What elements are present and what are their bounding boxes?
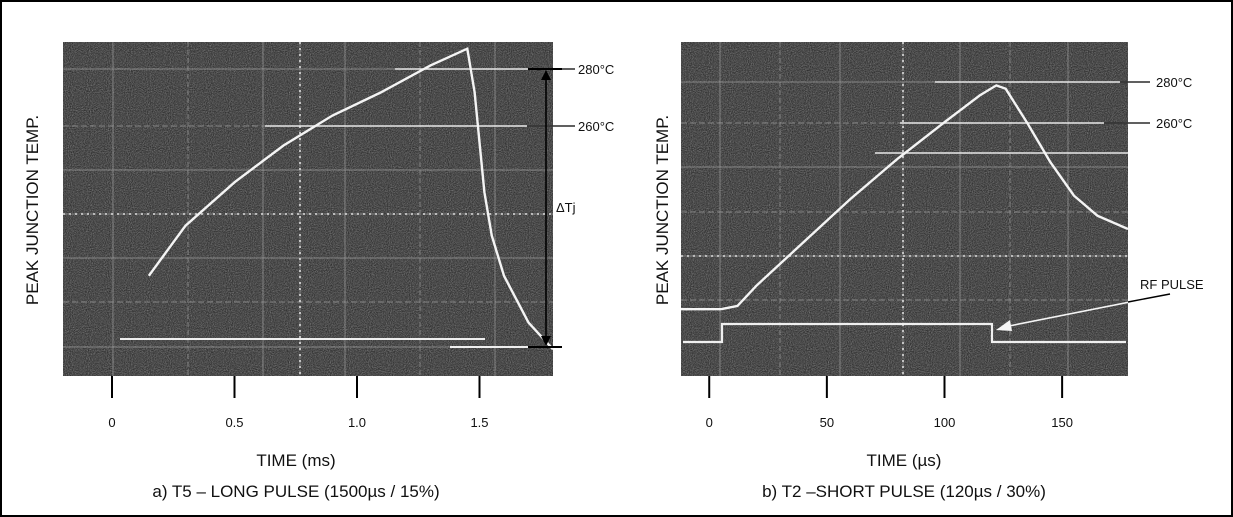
x-tick-label: 1.5 [470, 415, 488, 430]
x-axis-label-b: TIME (µs) [867, 451, 942, 470]
x-tick-label: 1.0 [348, 415, 366, 430]
x-tick-label: 0.5 [225, 415, 243, 430]
x-tick-label: 150 [1051, 415, 1073, 430]
panel-a: ΔTj 280°C 260°C PEAK JUNCTION TEMP. 0 0.5… [23, 42, 614, 501]
delta-tj-label: ΔTj [556, 200, 576, 215]
temp-curve-a [147, 46, 554, 351]
scope-noise-a [63, 42, 553, 376]
panel-b: 280°C 260°C RF PULSE PEAK JUNCTION TEMP.… [653, 42, 1204, 501]
rf-pulse-trace [683, 322, 1126, 344]
x-ticks-b: 0 50 100 150 [706, 376, 1073, 430]
scope-noise-b [681, 42, 1128, 376]
x-ticks-a: 0 0.5 1.0 1.5 [108, 376, 489, 430]
x-tick-label: 0 [706, 415, 713, 430]
y-axis-label-b: PEAK JUNCTION TEMP. [653, 115, 672, 305]
x-tick-label: 50 [820, 415, 834, 430]
x-tick-label: 0 [108, 415, 115, 430]
rf-pulse-arrow-line-outside [1127, 293, 1171, 303]
rf-pulse-arrowhead [996, 320, 1012, 331]
y-axis-label-a: PEAK JUNCTION TEMP. [23, 115, 42, 305]
caption-b: b) T2 –SHORT PULSE (120µs / 30%) [762, 482, 1046, 501]
x-tick-label: 100 [934, 415, 956, 430]
ref-label-260-b: 260°C [1156, 116, 1192, 131]
ref-label-280-a: 280°C [578, 62, 614, 77]
ref-lines-a [120, 68, 553, 348]
delta-tj-arrow-down [541, 336, 551, 346]
rf-pulse-label: RF PULSE [1140, 277, 1204, 292]
ref-label-260-a: 260°C [578, 119, 614, 134]
caption-a: a) T5 – LONG PULSE (1500µs / 15%) [152, 482, 439, 501]
ref-label-280-b: 280°C [1156, 75, 1192, 90]
x-axis-label-a: TIME (ms) [256, 451, 335, 470]
ref-lines-b [875, 81, 1128, 154]
delta-tj-arrow-up [541, 70, 551, 80]
temp-curve-b [681, 84, 1129, 311]
